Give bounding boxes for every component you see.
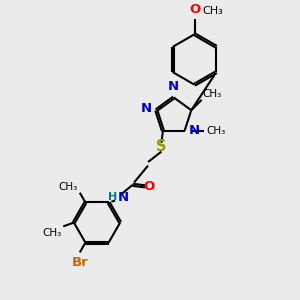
- Text: CH₃: CH₃: [59, 182, 78, 191]
- Text: N: N: [118, 190, 129, 203]
- Text: CH₃: CH₃: [203, 89, 222, 99]
- Text: O: O: [189, 3, 200, 16]
- Text: N: N: [189, 124, 200, 137]
- Text: CH₃: CH₃: [203, 6, 224, 16]
- Text: H: H: [108, 192, 118, 202]
- Text: S: S: [156, 139, 167, 154]
- Text: CH₃: CH₃: [206, 126, 225, 136]
- Text: O: O: [144, 180, 155, 193]
- Text: N: N: [168, 80, 179, 93]
- Text: N: N: [141, 102, 152, 115]
- Text: CH₃: CH₃: [43, 228, 62, 238]
- Text: Br: Br: [71, 256, 88, 269]
